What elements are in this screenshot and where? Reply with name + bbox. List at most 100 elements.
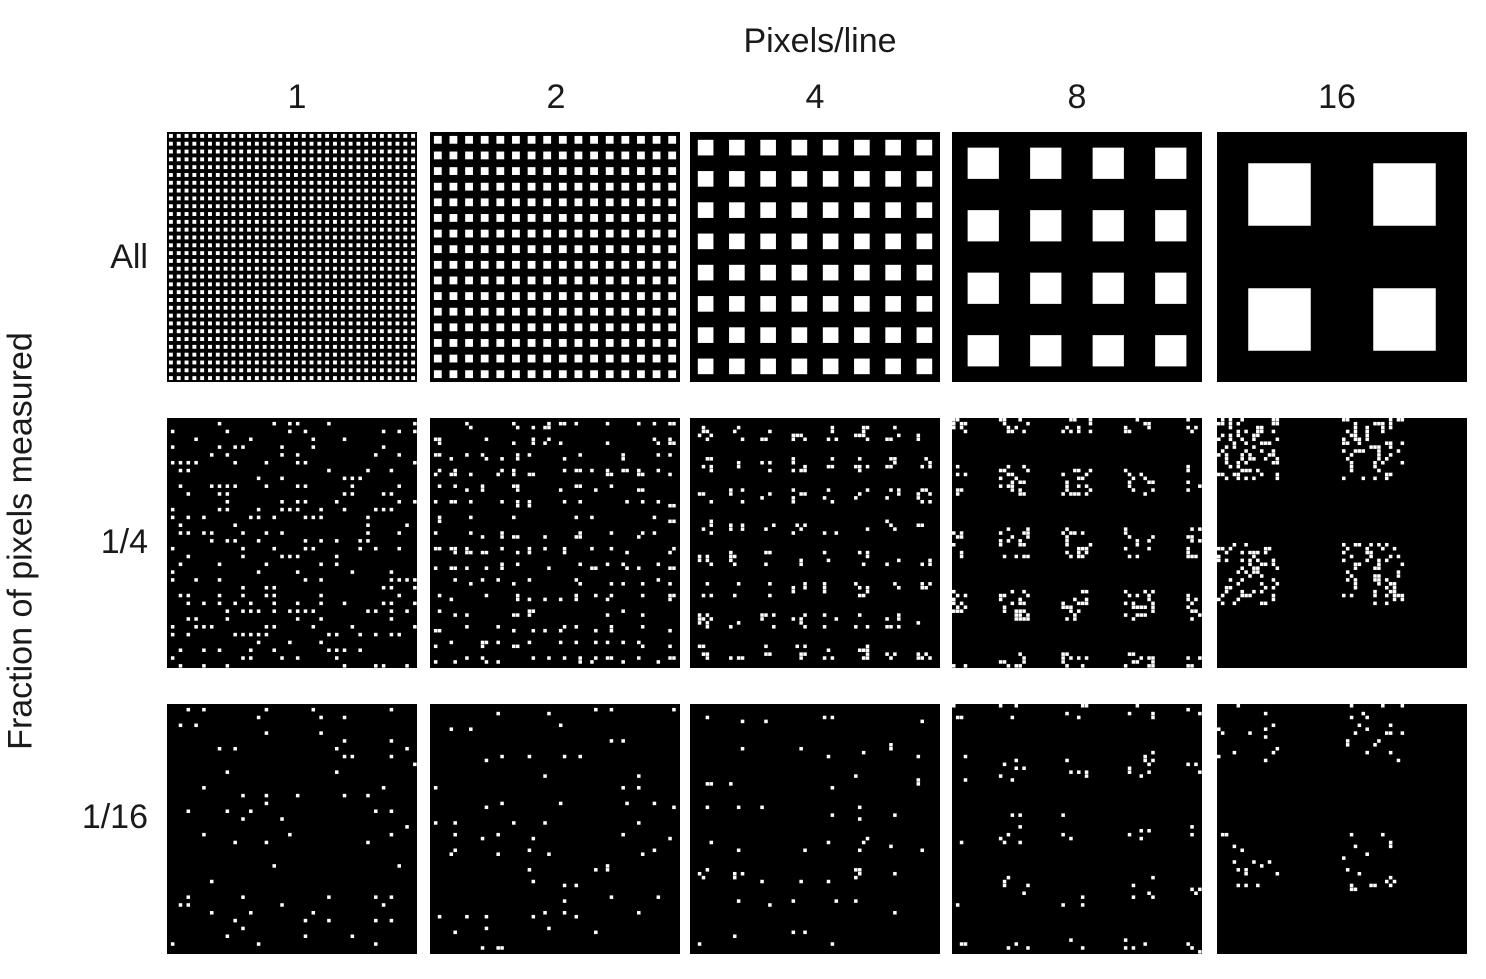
- lit-square: [380, 306, 384, 310]
- measured-pixel: [543, 426, 547, 430]
- lit-square: [637, 230, 645, 238]
- measured-pixel: [956, 606, 960, 610]
- lit-square: [271, 181, 275, 185]
- lit-square: [403, 251, 407, 255]
- measured-pixel: [390, 919, 394, 923]
- lit-square: [380, 204, 384, 208]
- measured-pixel: [1194, 426, 1198, 430]
- measured-pixel: [241, 445, 245, 449]
- lit-square: [450, 214, 458, 222]
- measured-pixel: [1026, 594, 1030, 598]
- measured-pixel: [559, 641, 563, 645]
- measured-pixel: [202, 516, 206, 520]
- measured-pixel: [1276, 872, 1280, 876]
- measured-pixel: [792, 457, 796, 461]
- measured-pixel: [823, 531, 827, 535]
- lit-square: [760, 265, 776, 281]
- measured-pixel: [438, 438, 442, 442]
- lit-square: [263, 173, 267, 177]
- measured-pixel: [1124, 664, 1128, 668]
- measured-pixel: [1272, 578, 1276, 582]
- measured-pixel: [434, 547, 438, 551]
- measured-pixel: [1350, 884, 1354, 888]
- measured-pixel: [827, 465, 831, 469]
- lit-square: [349, 282, 353, 286]
- measured-pixel: [1194, 598, 1198, 602]
- measured-pixel: [1151, 664, 1155, 668]
- measured-pixel: [528, 613, 532, 617]
- lit-square: [192, 368, 196, 372]
- lit-square: [185, 361, 189, 365]
- measured-pixel: [741, 438, 745, 442]
- measured-pixel: [405, 578, 409, 582]
- measured-pixel: [737, 426, 741, 430]
- measured-pixel: [296, 617, 300, 621]
- measured-pixel: [265, 731, 269, 735]
- measured-pixel: [438, 594, 442, 598]
- lit-square: [192, 329, 196, 333]
- lit-square: [185, 259, 189, 263]
- lit-square: [177, 204, 181, 208]
- measured-pixel: [319, 641, 323, 645]
- lit-square: [356, 204, 360, 208]
- measured-pixel: [296, 500, 300, 504]
- measured-pixel: [1147, 664, 1151, 668]
- lit-square: [411, 134, 415, 138]
- lit-square: [310, 165, 314, 169]
- measured-pixel: [413, 763, 417, 767]
- measured-pixel: [575, 484, 579, 488]
- lit-square: [380, 142, 384, 146]
- measured-pixel: [241, 927, 245, 931]
- lit-square: [325, 150, 329, 154]
- lit-square: [177, 282, 181, 286]
- lit-square: [239, 142, 243, 146]
- measured-pixel: [1018, 825, 1022, 829]
- measured-pixel: [668, 582, 672, 586]
- lit-square: [481, 198, 489, 206]
- measured-pixel: [434, 473, 438, 477]
- lit-square: [208, 353, 212, 357]
- measured-pixel: [1365, 434, 1369, 438]
- lit-square: [653, 339, 661, 347]
- lit-square: [590, 214, 598, 222]
- measured-pixel: [594, 931, 598, 935]
- measured-pixel: [1354, 731, 1358, 735]
- measured-pixel: [1015, 555, 1019, 559]
- measured-pixel: [296, 484, 300, 488]
- measured-pixel: [1186, 598, 1190, 602]
- measured-pixel: [1354, 578, 1358, 582]
- pattern-panel: [952, 704, 1202, 954]
- lit-square: [271, 361, 275, 365]
- measured-pixel: [698, 555, 702, 559]
- measured-pixel: [335, 648, 339, 652]
- lit-square: [310, 243, 314, 247]
- lit-square: [310, 321, 314, 325]
- lit-square: [411, 165, 415, 169]
- measured-pixel: [288, 609, 292, 613]
- measured-pixel: [621, 457, 625, 461]
- measured-pixel: [764, 720, 768, 724]
- measured-pixel: [1346, 868, 1350, 872]
- lit-square: [512, 198, 520, 206]
- measured-pixel: [999, 543, 1003, 547]
- lit-square: [231, 220, 235, 224]
- measured-pixel: [241, 633, 245, 637]
- lit-square: [325, 282, 329, 286]
- lit-square: [621, 370, 629, 378]
- lit-square: [302, 368, 306, 372]
- measured-pixel: [823, 613, 827, 617]
- measured-pixel: [737, 621, 741, 625]
- measured-pixel: [516, 504, 520, 508]
- measured-pixel: [563, 755, 567, 759]
- measured-pixel: [547, 927, 551, 931]
- measured-pixel: [382, 903, 386, 907]
- measured-pixel: [1186, 488, 1190, 492]
- lit-square: [333, 282, 337, 286]
- lit-square: [271, 150, 275, 154]
- lit-square: [341, 259, 345, 263]
- lit-square: [380, 259, 384, 263]
- measured-pixel: [1229, 578, 1233, 582]
- lit-square: [302, 345, 306, 349]
- measured-pixel: [866, 586, 870, 590]
- measured-pixel: [866, 438, 870, 442]
